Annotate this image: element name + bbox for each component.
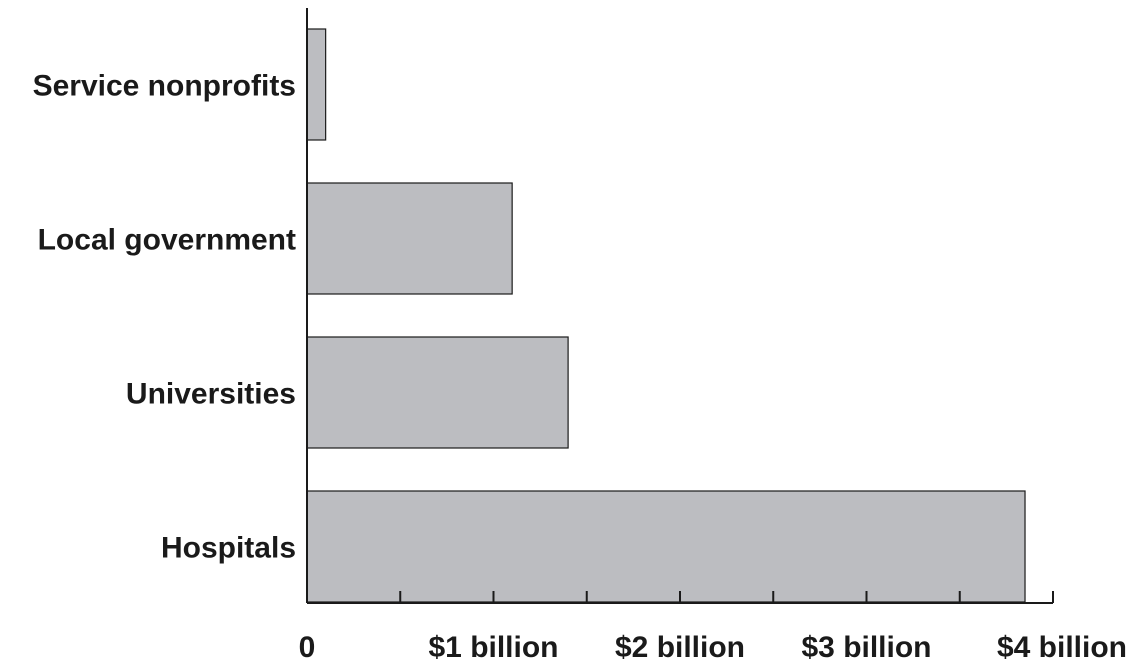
bar-hospitals bbox=[306, 490, 1026, 603]
bars-group bbox=[306, 28, 1026, 603]
category-label-local-government: Local government bbox=[38, 224, 296, 257]
x-ticks-group bbox=[306, 591, 1054, 603]
category-label-universities: Universities bbox=[126, 378, 296, 411]
category-labels: Service nonprofits Local government Univer… bbox=[33, 70, 296, 565]
category-label-service-nonprofits: Service nonprofits bbox=[33, 70, 296, 103]
bar-universities bbox=[306, 336, 569, 449]
x-tick-label-0: 0 bbox=[299, 631, 316, 664]
x-tick-label-1: $1 billion bbox=[428, 631, 558, 664]
bar-service-nonprofits bbox=[306, 28, 327, 141]
x-tick-label-2: $2 billion bbox=[615, 631, 745, 664]
bar-local-government bbox=[306, 182, 513, 295]
x-tick-label-3: $3 billion bbox=[801, 631, 931, 664]
x-tick-labels: 0 $1 billion $2 billion $3 billion $4 billio… bbox=[299, 631, 1127, 664]
x-tick-label-4: $4 billion bbox=[997, 631, 1127, 664]
category-label-hospitals: Hospitals bbox=[161, 532, 296, 565]
